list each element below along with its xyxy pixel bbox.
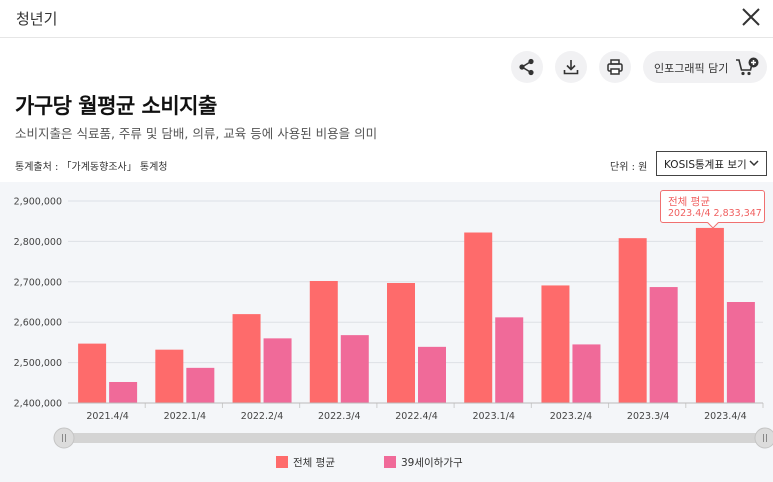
legend-label: 전체 평균 [293,456,335,469]
y-tick-label: 2,400,000 [14,399,62,410]
x-tick-label: 2023.1/4 [472,411,515,422]
x-tick-label: 2022.4/4 [395,411,438,422]
legend-swatch [276,456,288,468]
legend-item-series-1[interactable]: 전체 평균 [276,455,335,469]
page-subtitle: 소비지출은 식료품, 주류 및 담배, 의류, 교육 등에 사용된 비용을 의미 [15,126,378,141]
close-button[interactable] [739,5,763,29]
bar-chart: 2,400,000 2,500,000 2,600,000 2,700,000 2,80… [14,197,773,449]
range-slider-track[interactable] [66,433,762,443]
download-button[interactable] [555,51,587,83]
y-tick-label: 2,700,000 [14,277,62,288]
unit-label: 단위 : 원 [610,162,648,173]
tooltip-series-name: 전체 평균 [668,196,710,208]
x-tick-label: 2021.4/4 [86,411,129,422]
bar-2 [649,287,678,403]
bar-2 [726,302,755,403]
y-tick-label: 2,900,000 [14,197,62,208]
legend-swatch [384,456,396,468]
bar-1 [387,283,415,403]
add-infographic-button[interactable]: 인포그래픽 담기 [643,51,767,83]
y-tick-label: 2,600,000 [14,318,62,329]
chevron-down-icon [749,160,759,167]
share-button[interactable] [511,51,543,83]
bar-1 [464,232,493,403]
page-title: 가구당 월평균 소비지출 [15,94,217,118]
x-tick-label: 2023.2/4 [550,411,593,422]
range-handle-start[interactable] [53,427,75,449]
bar-1 [232,314,261,403]
bar-2 [109,381,138,403]
x-tick-label: 2023.4/4 [704,411,747,422]
dialog-header: 청년기 [0,0,773,38]
y-tick-label: 2,500,000 [14,358,62,369]
legend-label: 39세이하가구 [401,456,463,469]
x-tick-label: 2022.3/4 [318,411,361,422]
data-source: 통계출처 : 「가계동향조사」 통계청 [15,162,168,173]
cart-plus-icon [736,57,759,76]
share-icon [519,58,534,76]
x-tick-label: 2022.2/4 [241,411,284,422]
kosis-table-select[interactable]: KOSIS통계표 보기 [656,151,767,176]
bar-2 [340,335,369,403]
bar-1 [309,280,338,403]
bar-1 [155,349,184,403]
add-infographic-label: 인포그래픽 담기 [654,62,729,75]
bar-1 [541,285,570,403]
kosis-table-label: KOSIS통계표 보기 [664,159,747,171]
bar-2 [418,346,446,403]
bar-2 [495,317,524,403]
legend-item-series-2[interactable]: 39세이하가구 [384,455,463,469]
range-handle-end[interactable] [754,427,773,449]
x-tick-label: 2022.1/4 [164,411,207,422]
bar-2 [186,367,215,403]
bar-2 [572,344,601,403]
chart-tooltip: 전체 평균 2023.4/4 2,833,347 [660,190,765,229]
bar-1 [78,343,107,403]
tooltip-value: 2023.4/4 2,833,347 [668,208,762,219]
bar-1 [618,238,647,403]
bar-2 [263,338,292,403]
bar-1 [695,227,724,403]
print-icon [607,59,623,75]
print-button[interactable] [599,51,631,83]
close-icon [742,8,760,26]
dialog-title: 청년기 [16,10,58,28]
y-tick-label: 2,800,000 [14,237,62,248]
x-tick-label: 2023.3/4 [627,411,670,422]
download-icon [563,60,579,75]
